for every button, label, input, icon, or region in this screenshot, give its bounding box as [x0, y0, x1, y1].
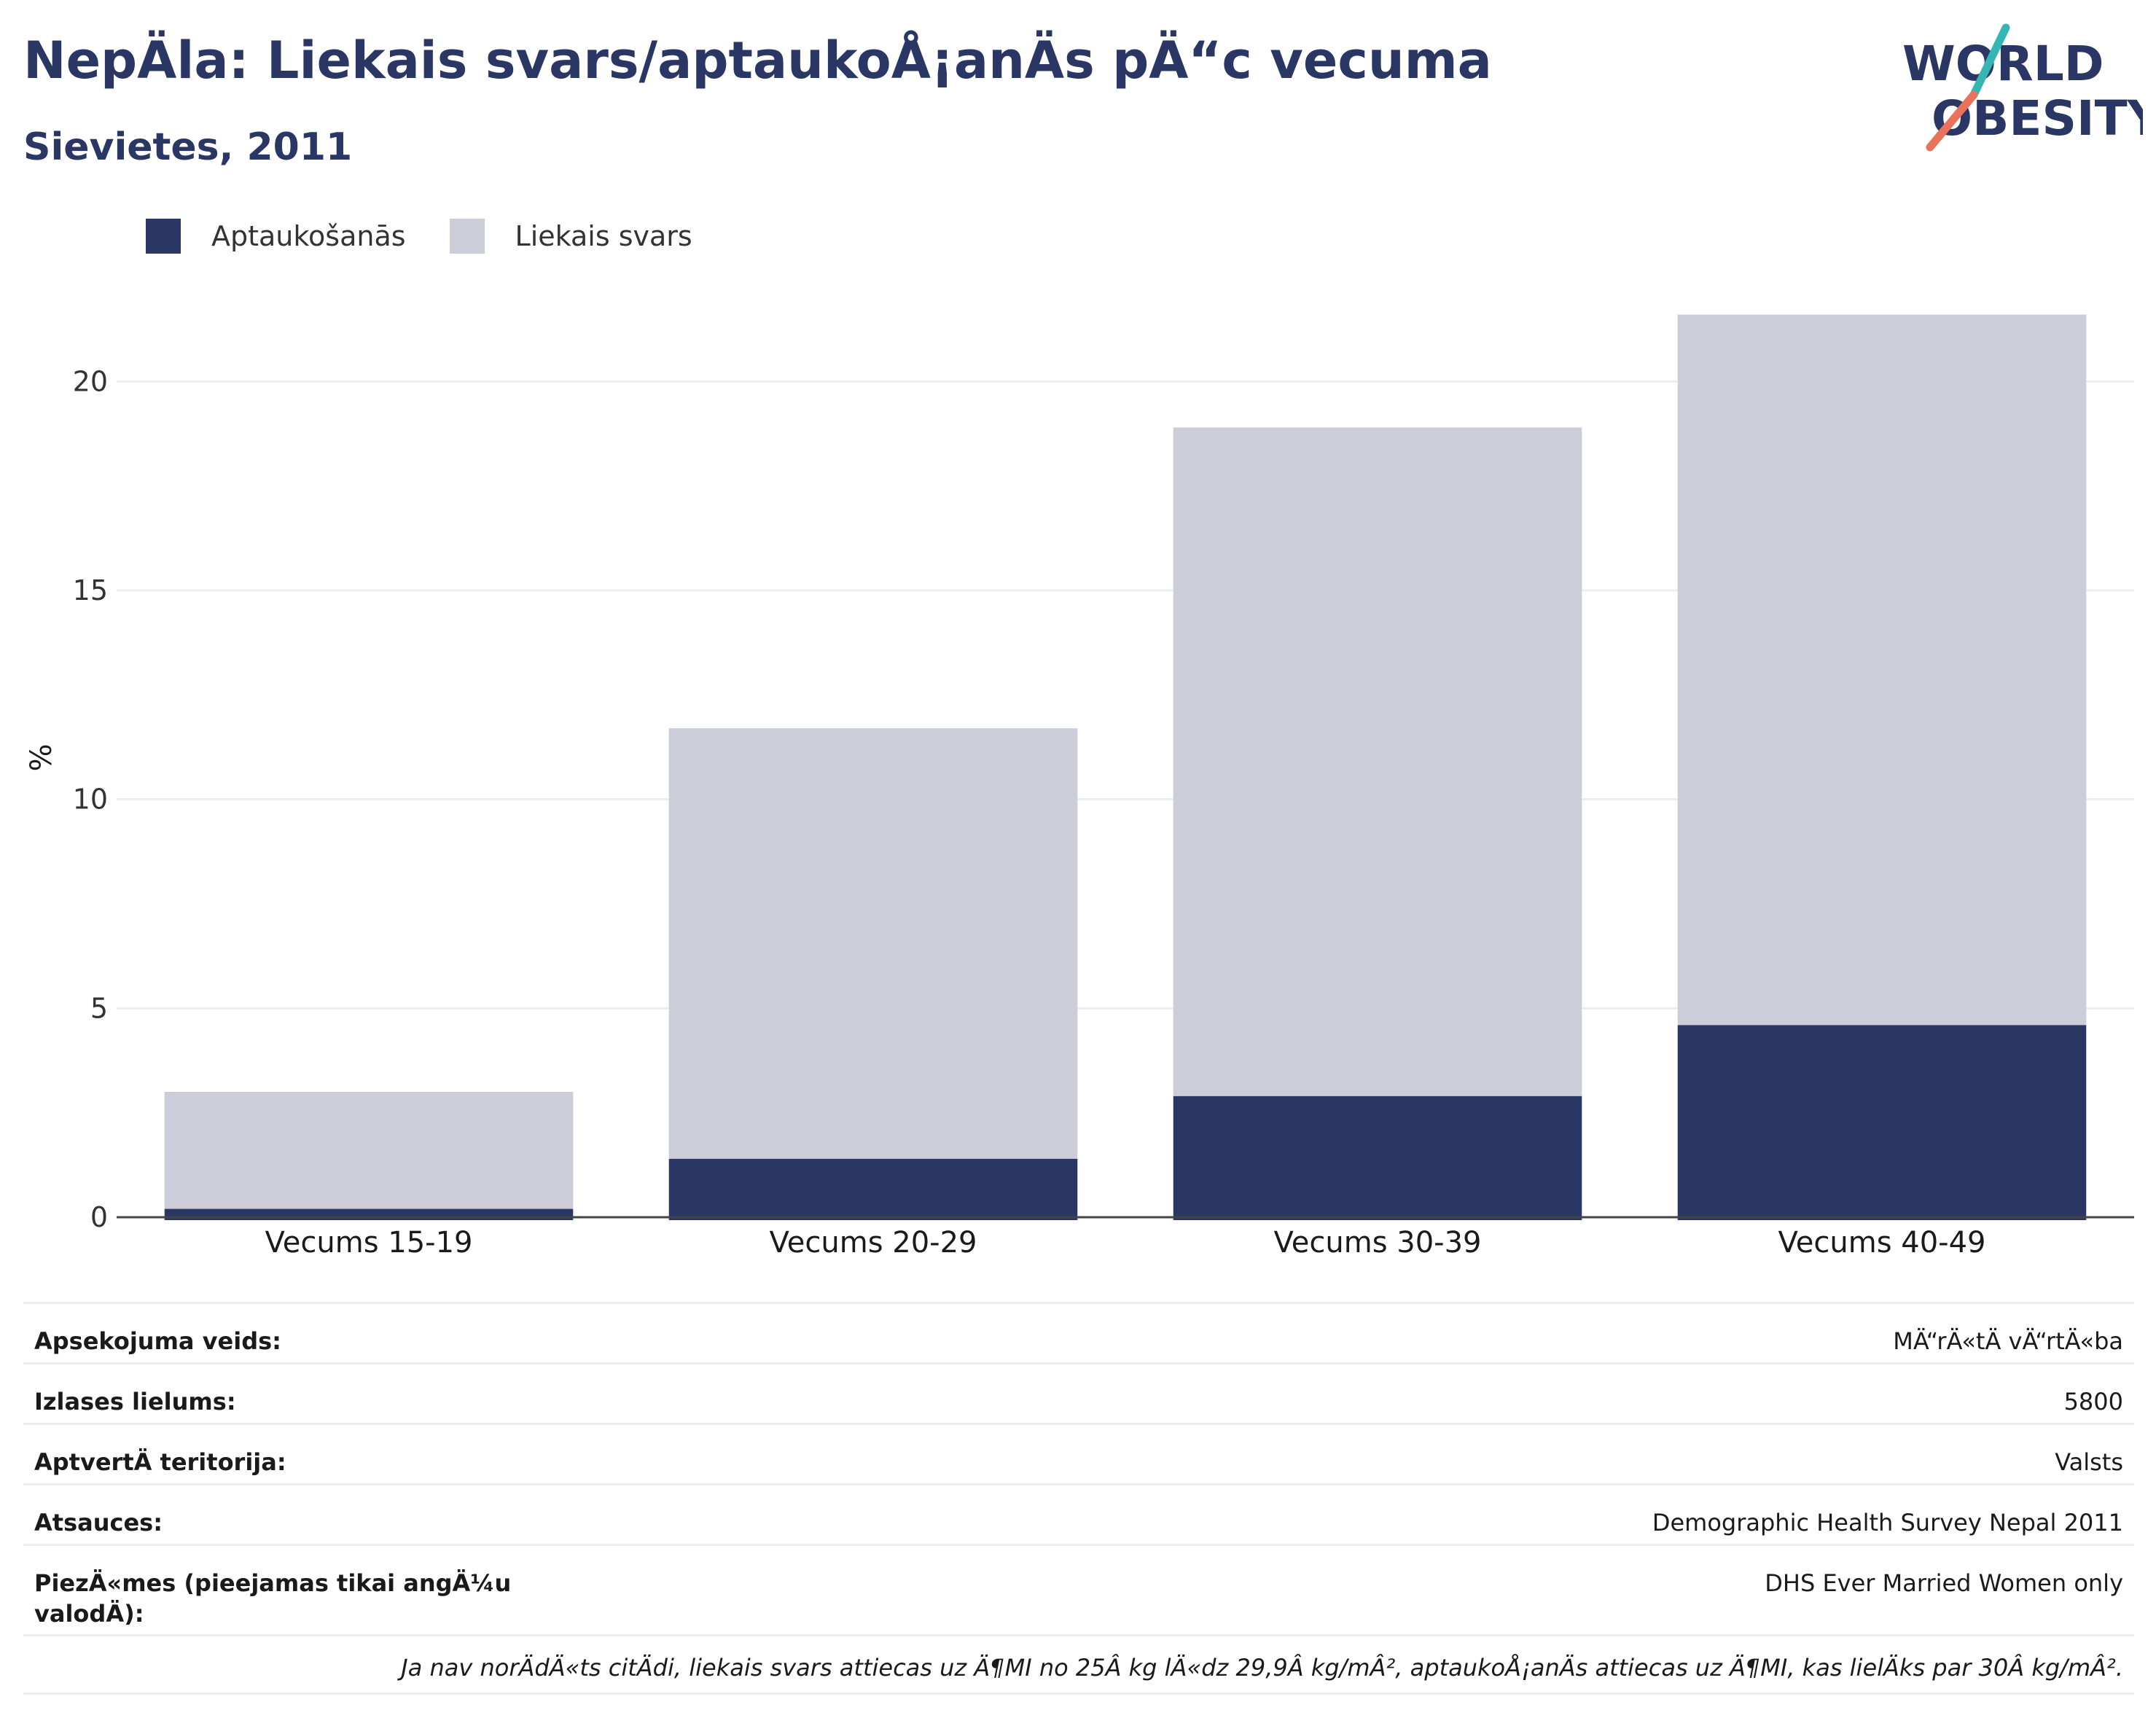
info-value: MÄ“rÄ«tÄ vÄ“rtÄ«ba: [1893, 1327, 2123, 1355]
bmi-definition-note: Ja nav norÄdÄ«ts citÄdi, liekais svars a…: [23, 1634, 2134, 1695]
world-obesity-logo: WORLD OBESITY: [1902, 23, 2143, 152]
y-tick-label: 15: [73, 574, 108, 606]
info-row-coverage: AptvertÄ teritorija: Valsts: [23, 1423, 2134, 1483]
logo-text-world: WORLD: [1902, 36, 2104, 92]
x-tick-label: Vecums 15-19: [265, 1226, 473, 1260]
info-value: 5800: [2063, 1388, 2123, 1415]
info-row-sample-size: Izlases lielums: 5800: [23, 1362, 2134, 1423]
bar-overweight: [1173, 427, 1582, 1096]
x-tick-label: Vecums 20-29: [770, 1226, 977, 1260]
legend-item-obesity[interactable]: Aptaukošanās: [146, 219, 406, 254]
bar-obesity: [668, 1158, 1078, 1220]
info-label: PiezÄ«mes (pieejamas tikai angÄ¼u valodÄ…: [34, 1569, 512, 1628]
x-tick-label: Vecums 40-49: [1778, 1226, 1986, 1260]
info-label: Apsekojuma veids:: [34, 1327, 281, 1355]
info-label: Atsauces:: [34, 1509, 163, 1536]
legend-item-overweight[interactable]: Liekais svars: [449, 219, 692, 254]
bar-obesity: [1677, 1025, 2087, 1220]
legend-swatch-obesity: [146, 219, 181, 254]
y-tick-label: 20: [73, 365, 108, 397]
logo-slash-coral: [1926, 90, 1978, 152]
bar-overweight: [164, 1092, 574, 1209]
survey-info-table: Apsekojuma veids: MÄ“rÄ«tÄ vÄ“rtÄ«ba Izl…: [23, 1302, 2134, 1695]
info-row-survey-type: Apsekojuma veids: MÄ“rÄ«tÄ vÄ“rtÄ«ba: [23, 1302, 2134, 1362]
info-row-notes: PiezÄ«mes (pieejamas tikai angÄ¼u valodÄ…: [23, 1544, 2134, 1634]
info-label: Izlases lielums:: [34, 1388, 236, 1415]
legend-label-overweight: Liekais svars: [515, 220, 692, 252]
y-axis-title: %: [25, 743, 58, 771]
chart-subtitle: Sievietes, 2011: [23, 125, 353, 169]
bar-obesity: [1173, 1096, 1582, 1220]
bar-overweight: [668, 728, 1078, 1159]
info-value: DHS Ever Married Women only: [1765, 1569, 2123, 1597]
bar-chart: 0 5 10 15 20% Vecums 15-19 Vecums 20-29 Vecums …: [25, 314, 2134, 1260]
logo-text-obesity: OBESITY: [1932, 90, 2143, 147]
info-label: AptvertÄ teritorija:: [34, 1448, 286, 1476]
logo-slash-teal: [1969, 23, 2010, 99]
bar-obesity: [164, 1208, 574, 1220]
legend-swatch-overweight: [449, 219, 485, 254]
x-tick-label: Vecums 30-39: [1274, 1226, 1482, 1260]
y-tick-label: 10: [73, 784, 108, 816]
y-tick-label: 5: [90, 992, 108, 1024]
info-row-references: Atsauces: Demographic Health Survey Nepa…: [23, 1483, 2134, 1544]
info-value: Valsts: [2055, 1448, 2123, 1476]
bar-overweight: [1677, 314, 2087, 1026]
y-tick-label: 0: [90, 1201, 108, 1233]
chart-legend: Aptaukošanās Liekais svars: [146, 216, 736, 257]
info-value: Demographic Health Survey Nepal 2011: [1652, 1509, 2123, 1536]
legend-label-obesity: Aptaukošanās: [211, 220, 406, 252]
chart-title: NepÄla: Liekais svars/aptaukoÅ¡anÄs pÄ“c…: [23, 31, 1492, 90]
